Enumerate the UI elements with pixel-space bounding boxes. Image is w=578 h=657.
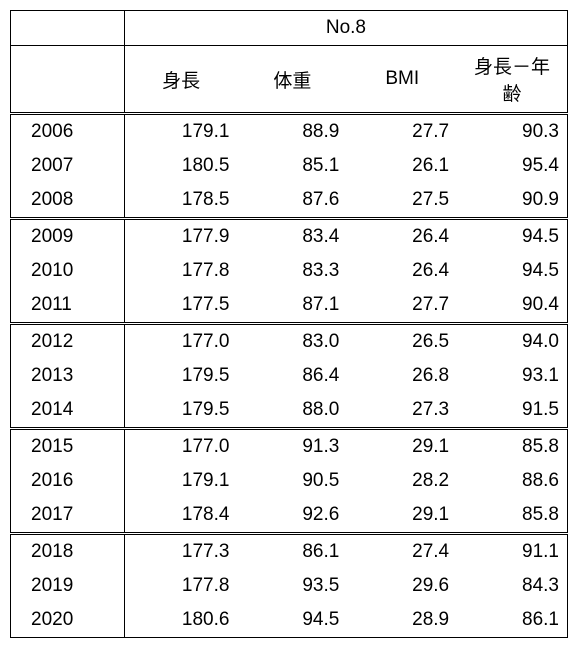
bmi-cell: 29.1 [347,498,457,534]
weight-cell: 83.4 [237,219,347,255]
height-cell: 179.1 [124,114,237,150]
height-cell: 179.1 [124,464,237,498]
diff-cell: 91.5 [457,393,567,429]
table-title: No.8 [124,11,567,46]
diff-cell: 94.5 [457,219,567,255]
year-cell: 2014 [11,393,125,429]
weight-cell: 83.3 [237,254,347,288]
weight-cell: 86.1 [237,534,347,570]
bmi-cell: 28.2 [347,464,457,498]
weight-cell: 87.1 [237,288,347,324]
weight-cell: 83.0 [237,324,347,360]
year-cell: 2019 [11,569,125,603]
diff-cell: 86.1 [457,603,567,638]
diff-cell: 90.9 [457,183,567,219]
bmi-cell: 26.4 [347,254,457,288]
weight-cell: 91.3 [237,429,347,465]
data-table: No.8身長体重BMI身長－年齢2006179.188.927.790.3200… [10,10,568,638]
height-cell: 178.5 [124,183,237,219]
diff-cell: 95.4 [457,149,567,183]
diff-cell: 94.5 [457,254,567,288]
bmi-cell: 27.7 [347,114,457,150]
year-cell: 2009 [11,219,125,255]
bmi-cell: 27.7 [347,288,457,324]
weight-cell: 93.5 [237,569,347,603]
year-cell: 2013 [11,359,125,393]
diff-cell: 85.8 [457,429,567,465]
year-cell: 2011 [11,288,125,324]
year-cell: 2007 [11,149,125,183]
col-header: 体重 [237,46,347,114]
bmi-cell: 29.6 [347,569,457,603]
bmi-cell: 26.1 [347,149,457,183]
bmi-cell: 26.4 [347,219,457,255]
height-cell: 177.5 [124,288,237,324]
weight-cell: 90.5 [237,464,347,498]
height-cell: 177.3 [124,534,237,570]
col-header: 身長 [124,46,237,114]
year-cell: 2018 [11,534,125,570]
weight-cell: 85.1 [237,149,347,183]
weight-cell: 88.0 [237,393,347,429]
height-cell: 177.0 [124,429,237,465]
col-header: BMI [347,46,457,114]
diff-cell: 90.3 [457,114,567,150]
height-cell: 179.5 [124,393,237,429]
diff-cell: 84.3 [457,569,567,603]
diff-cell: 91.1 [457,534,567,570]
year-cell: 2006 [11,114,125,150]
weight-cell: 92.6 [237,498,347,534]
height-cell: 177.8 [124,254,237,288]
header-blank [11,11,125,46]
height-cell: 180.5 [124,149,237,183]
header-blank2 [11,46,125,114]
weight-cell: 94.5 [237,603,347,638]
year-cell: 2020 [11,603,125,638]
weight-cell: 87.6 [237,183,347,219]
height-cell: 179.5 [124,359,237,393]
diff-cell: 85.8 [457,498,567,534]
weight-cell: 86.4 [237,359,347,393]
bmi-cell: 26.5 [347,324,457,360]
bmi-cell: 29.1 [347,429,457,465]
height-cell: 178.4 [124,498,237,534]
col-header: 身長－年齢 [457,46,567,114]
year-cell: 2016 [11,464,125,498]
bmi-cell: 28.9 [347,603,457,638]
year-cell: 2012 [11,324,125,360]
height-cell: 177.8 [124,569,237,603]
bmi-cell: 27.3 [347,393,457,429]
bmi-cell: 27.5 [347,183,457,219]
weight-cell: 88.9 [237,114,347,150]
diff-cell: 94.0 [457,324,567,360]
height-cell: 177.0 [124,324,237,360]
year-cell: 2008 [11,183,125,219]
diff-cell: 93.1 [457,359,567,393]
height-cell: 177.9 [124,219,237,255]
bmi-cell: 27.4 [347,534,457,570]
year-cell: 2015 [11,429,125,465]
height-cell: 180.6 [124,603,237,638]
year-cell: 2017 [11,498,125,534]
diff-cell: 88.6 [457,464,567,498]
bmi-cell: 26.8 [347,359,457,393]
year-cell: 2010 [11,254,125,288]
diff-cell: 90.4 [457,288,567,324]
